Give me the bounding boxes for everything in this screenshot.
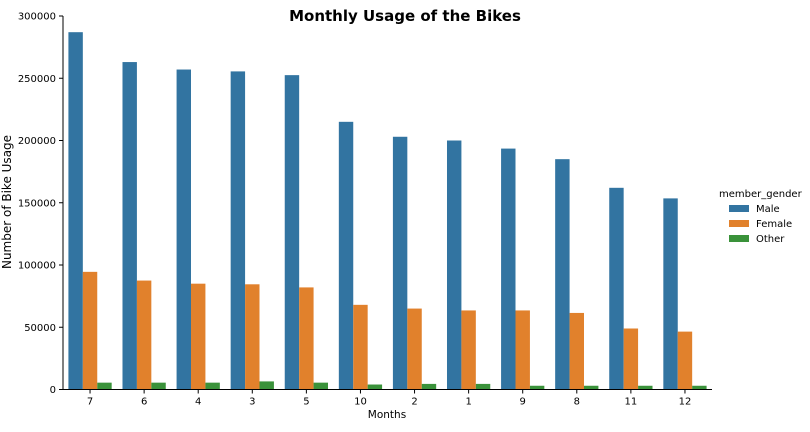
bar-male-month-7 [68, 32, 83, 390]
y-axis-ticks: 0 50000 100000 150000 200000 250000 300000 [18, 12, 63, 396]
legend-swatch-other [729, 235, 749, 242]
plot-area [68, 32, 707, 390]
chart-title: Monthly Usage of the Bikes [289, 7, 521, 25]
bar-other-month-2 [421, 383, 437, 390]
bar-other-month-5 [313, 382, 329, 390]
bar-female-month-10 [353, 304, 368, 390]
y-tick-label: 0 [50, 385, 56, 396]
x-tick-label: 12 [679, 397, 692, 408]
bar-other-month-12 [692, 385, 707, 390]
y-tick-label: 150000 [18, 198, 56, 209]
bar-female-month-4 [191, 283, 206, 390]
bar-other-month-11 [638, 385, 653, 390]
bar-other-month-4 [205, 382, 220, 390]
y-tick-label: 200000 [18, 136, 56, 147]
x-tick-label: 11 [625, 397, 638, 408]
bar-female-month-1 [461, 310, 476, 390]
x-tick-label: 4 [195, 397, 201, 408]
bar-male-month-9 [501, 148, 516, 390]
x-axis-ticks: 7 6 4 3 5 10 2 1 9 8 11 12 [87, 389, 692, 408]
bar-male-month-5 [284, 75, 300, 390]
legend-label-male: Male [756, 204, 780, 215]
bar-other-month-10 [367, 384, 383, 390]
bar-female-month-5 [299, 287, 314, 390]
bar-other-month-1 [475, 383, 491, 390]
legend-label-female: Female [756, 219, 792, 230]
bar-male-month-6 [122, 62, 137, 390]
y-axis-label: Number of Bike Usage [0, 135, 14, 269]
bar-male-month-3 [230, 71, 246, 390]
bar-female-month-7 [82, 271, 98, 390]
bar-male-month-12 [663, 198, 678, 390]
bar-female-month-6 [136, 280, 152, 390]
legend: member_gender Male Female Other [719, 189, 803, 245]
y-tick-label: 300000 [18, 12, 56, 23]
y-tick-label: 250000 [18, 74, 56, 85]
bar-other-month-6 [151, 382, 166, 390]
x-tick-label: 10 [354, 397, 367, 408]
bar-female-month-12 [677, 331, 693, 390]
legend-label-other: Other [756, 234, 785, 245]
bar-other-month-8 [584, 385, 599, 390]
bar-male-month-10 [338, 121, 354, 390]
bar-other-month-3 [259, 381, 274, 390]
bar-male-month-11 [609, 187, 624, 390]
bar-female-month-8 [569, 312, 584, 390]
bar-male-month-1 [446, 140, 462, 390]
x-tick-label: 8 [574, 397, 580, 408]
x-tick-label: 3 [249, 397, 255, 408]
x-tick-label: 2 [411, 397, 417, 408]
x-axis-label: Months [368, 409, 406, 421]
bar-female-month-3 [245, 284, 260, 390]
legend-swatch-female [729, 220, 749, 227]
bar-female-month-2 [407, 308, 422, 390]
legend-entries: Male Female Other [729, 204, 792, 245]
x-tick-label: 9 [520, 397, 526, 408]
bar-male-month-2 [392, 136, 408, 390]
x-tick-label: 7 [87, 397, 93, 408]
y-tick-label: 50000 [24, 323, 56, 334]
x-tick-label: 1 [465, 397, 471, 408]
bar-other-month-9 [529, 385, 545, 390]
legend-title: member_gender [719, 189, 803, 200]
bar-male-month-4 [176, 69, 191, 390]
bar-female-month-11 [623, 328, 639, 390]
y-tick-label: 100000 [18, 261, 56, 272]
legend-swatch-male [729, 205, 749, 212]
x-tick-label: 5 [303, 397, 309, 408]
bar-female-month-9 [515, 310, 530, 390]
bar-other-month-7 [97, 382, 112, 390]
bar-male-month-8 [555, 159, 570, 390]
x-tick-label: 6 [141, 397, 147, 408]
